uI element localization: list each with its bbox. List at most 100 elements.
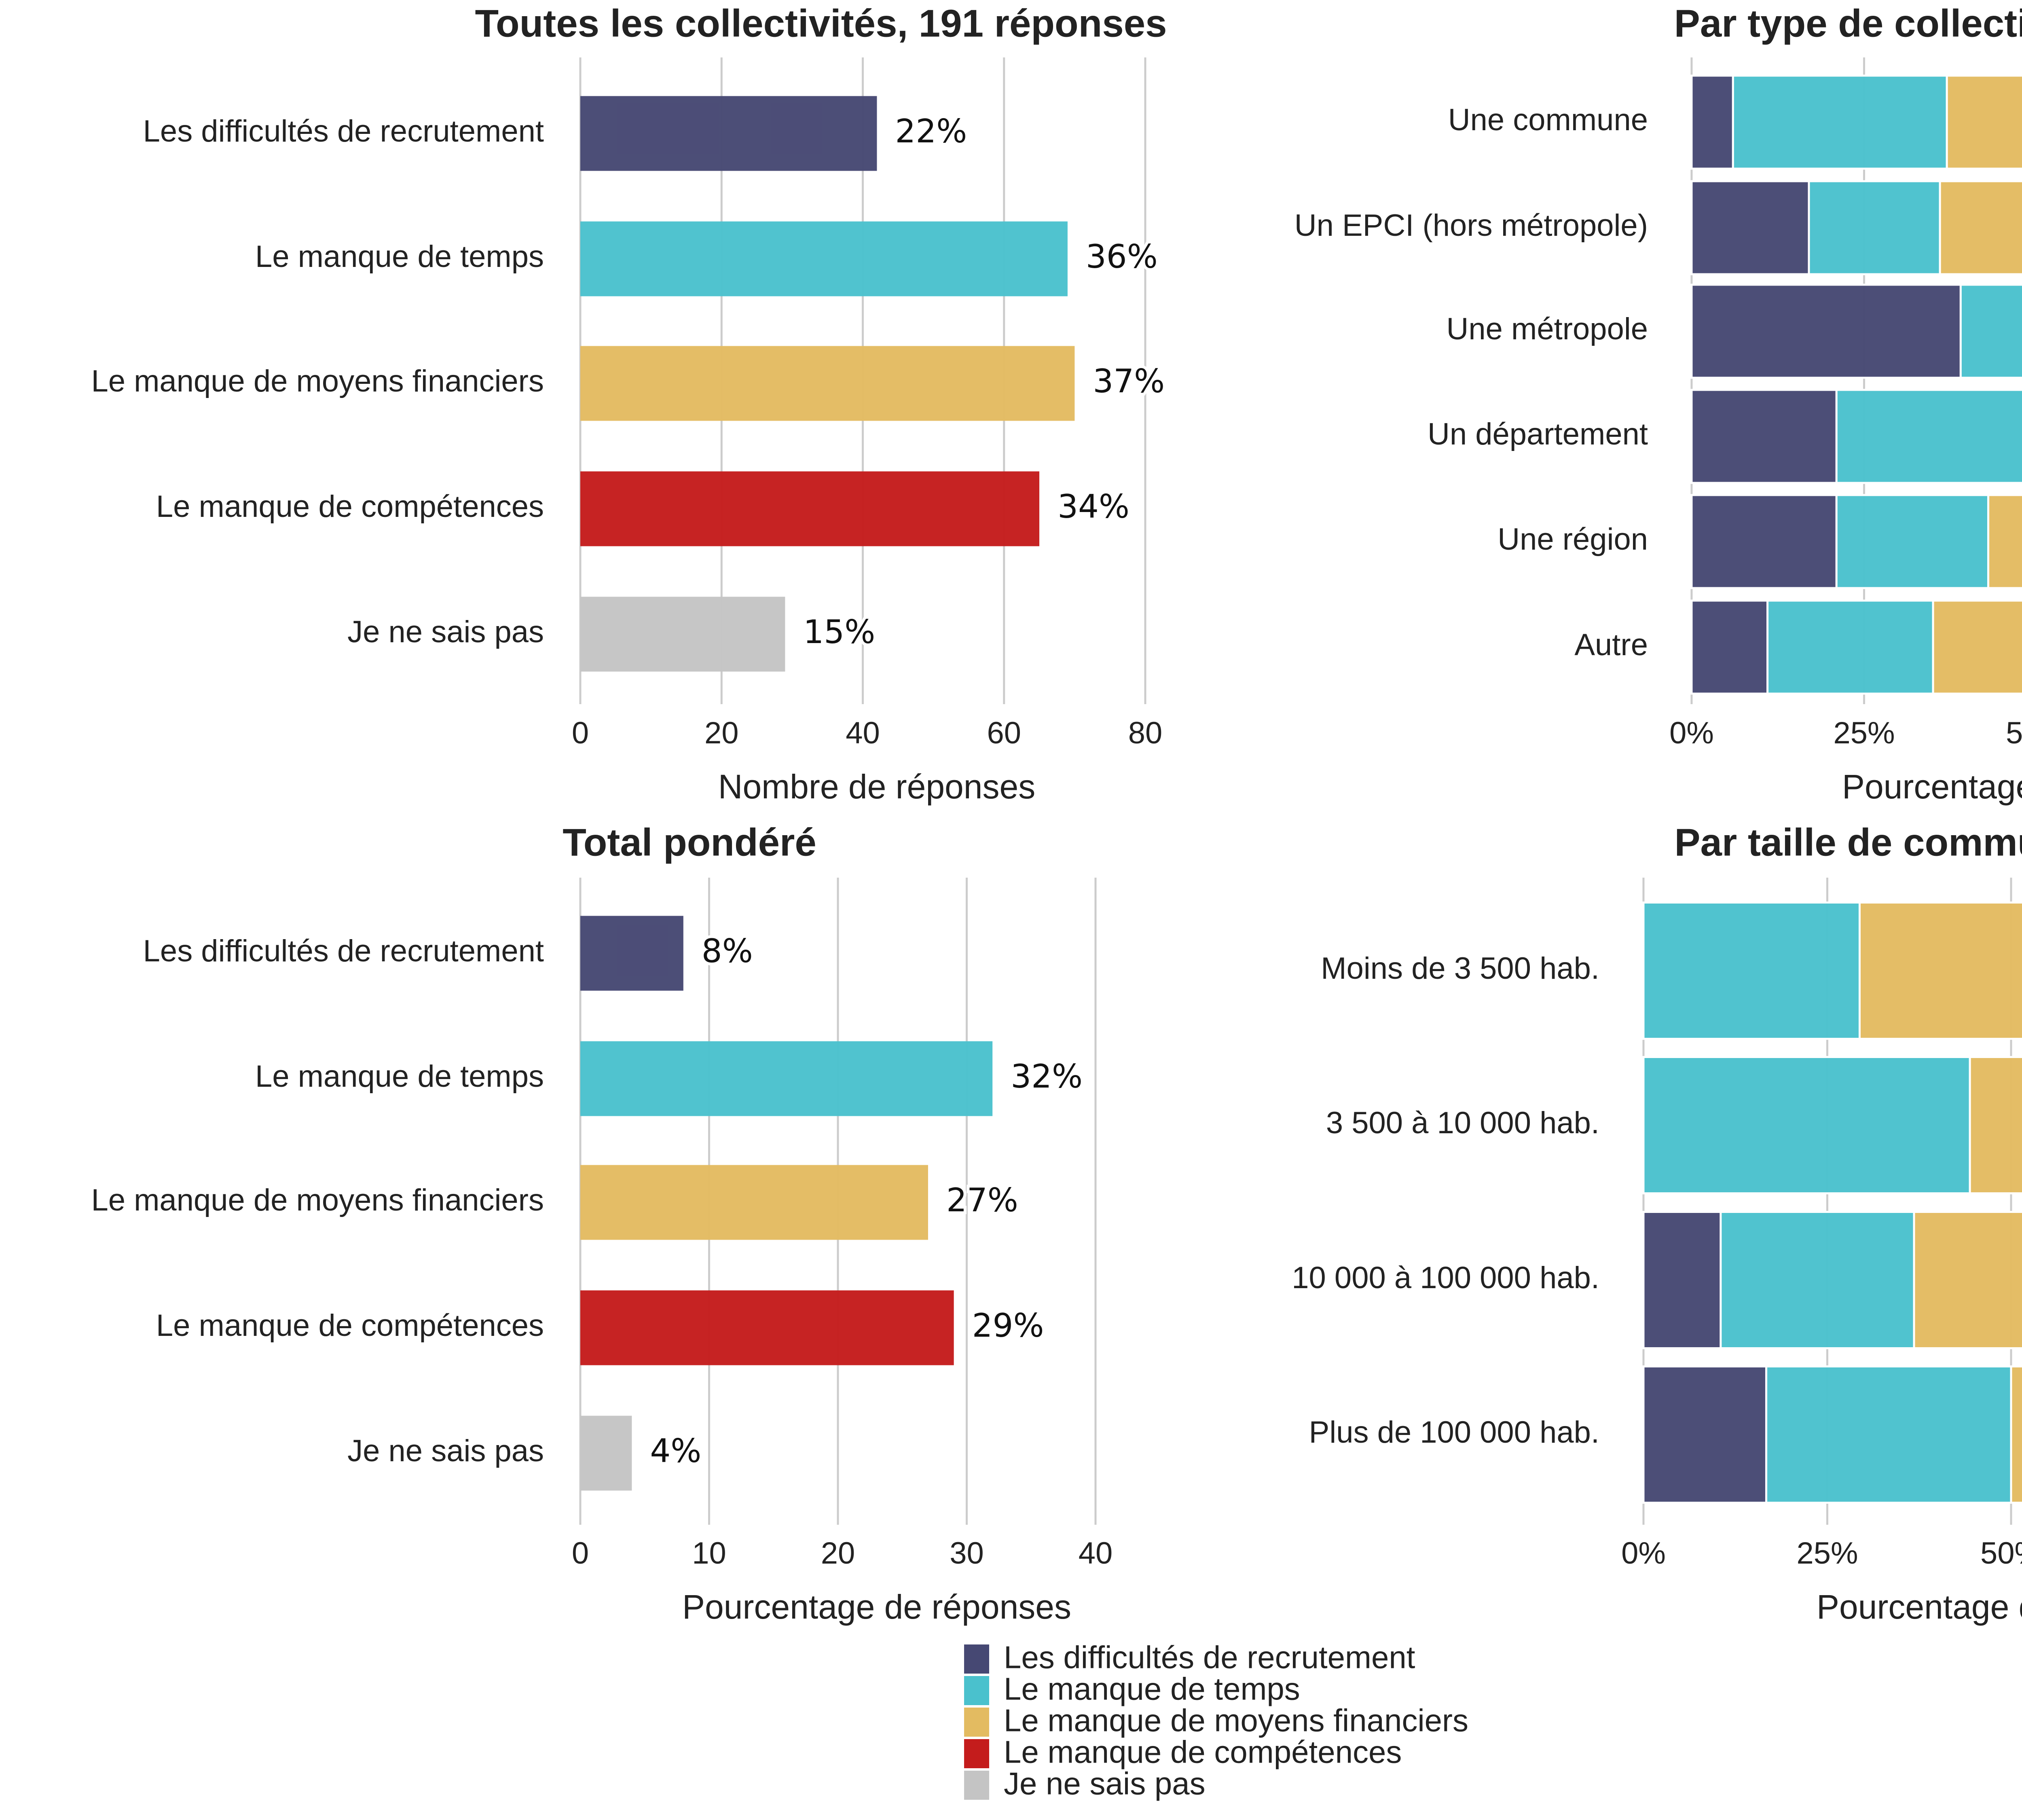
category-label: Un département [1428,417,1648,451]
x-tick-label: 50% [2006,716,2022,750]
bar-segment-financiers [1858,902,2022,1040]
bar-segment-temps [1766,599,1934,695]
x-tick-label: 10 [692,1536,726,1570]
x-tick-label: 80 [1128,716,1163,750]
category-label: Le manque de moyens financiers [91,364,544,398]
bar-temps [580,1041,993,1116]
category-label: Le manque de compétences [156,1308,544,1343]
chart-title: Par taille de commune [1674,821,2022,864]
bar-segment-temps [1835,389,2022,484]
data-label: 4% [650,1432,701,1470]
x-axis-title: Pourcentage de réponses [1817,1588,2022,1626]
x-tick-label: 0 [572,716,589,750]
legend-swatch [964,1644,989,1674]
bars [1690,74,2022,695]
bar-segment-financiers [1932,599,2022,695]
category-label: 10 000 à 100 000 hab. [1292,1261,1599,1295]
legend-label: Les difficultés de recrutement [1004,1640,1415,1675]
bar-nsp [580,1416,632,1491]
legend-label: Je ne sais pas [1004,1766,1206,1801]
x-axis-title: Nombre de réponses [718,768,1035,806]
chart-title: Total pondéré [563,821,816,864]
bar-segment-temps [1765,1365,2012,1504]
bar-financiers [580,1165,928,1240]
panel-toutes-les-collectivites: Toutes les collectivités, 191 réponses 0 2… [91,2,1168,806]
bar-segment-recrutement [1642,1365,1768,1504]
bar-segment-financiers [1939,180,2022,275]
bar-nsp [580,597,785,672]
bars [580,916,993,1491]
category-label: Les difficultés de recrutement [143,934,544,968]
chart-title: Toutes les collectivités, 191 réponses [475,2,1167,45]
bar-segment-temps [1835,494,1990,589]
bar-segment-recrutement [1690,284,1962,379]
x-tick-label: 0% [1669,716,1714,750]
bar-segment-temps [1720,1211,1915,1349]
bars [1642,902,2022,1504]
bar-segment-temps [1642,902,1861,1040]
legend-swatch [964,1771,989,1800]
legend-item-competences: Le manque de compétences [964,1734,1402,1770]
data-label: 37% [1093,362,1165,400]
data-label: 29% [972,1307,1044,1344]
legend-swatch [964,1708,989,1737]
category-label: Le manque de compétences [156,489,544,524]
legend-item-financiers: Le manque de moyens financiers [964,1703,1468,1738]
bar-segment-financiers [1987,494,2022,589]
chart-title: Par type de collectivité [1674,2,2022,45]
bar-temps [580,221,1068,296]
legend-swatch [964,1676,989,1705]
category-label: Le manque de temps [255,239,544,274]
x-tick-label: 30 [950,1536,984,1570]
legend-label: Le manque de moyens financiers [1004,1703,1468,1738]
x-tick-label: 25% [1796,1536,1858,1570]
bar-segment-recrutement [1690,599,1769,695]
legend-label: Le manque de compétences [1004,1734,1402,1770]
bar-segment-recrutement [1690,74,1734,170]
data-label: 8% [702,932,753,970]
x-tick-label: 25% [1833,716,1895,750]
bar-competences [580,471,1040,546]
category-label: Je ne sais pas [347,1434,544,1468]
x-tick-label: 20 [821,1536,855,1570]
bar-segment-temps [1959,284,2022,379]
bar-segment-recrutement [1642,1211,1722,1349]
x-tick-label: 40 [1079,1536,1113,1570]
data-label: 15% [803,613,875,651]
bar-segment-financiers [1913,1211,2022,1349]
bar-segment-financiers [2010,1365,2022,1504]
bar-recrutement [580,916,683,991]
category-label: Une région [1497,522,1648,557]
legend-item-temps: Le manque de temps [964,1671,1300,1707]
bar-segment-recrutement [1690,180,1810,275]
x-tick-label: 60 [987,716,1021,750]
category-label: Je ne sais pas [347,615,544,649]
category-label: Une commune [1448,103,1648,137]
x-tick-label: 20 [704,716,739,750]
bar-recrutement [580,96,877,171]
category-label: Autre [1574,628,1648,662]
category-label: Un EPCI (hors métropole) [1294,208,1648,243]
bar-financiers [580,346,1075,421]
x-tick-label: 40 [846,716,880,750]
legend-item-nsp: Je ne sais pas [964,1766,1206,1801]
category-label: Une métropole [1447,312,1648,346]
bar-segment-financiers [1946,74,2022,170]
bar-segment-temps [1732,74,1948,170]
bar-segment-financiers [1969,1056,2022,1194]
category-label: 3 500 à 10 000 hab. [1326,1106,1599,1140]
data-label: 34% [1058,488,1129,525]
x-tick-label: 50% [1980,1536,2022,1570]
x-tick-label: 0% [1621,1536,1666,1570]
bar-segment-recrutement [1690,389,1838,484]
data-label: 22% [895,112,967,150]
panel-par-type-de-collectivite: Par type de collectivité0%25%50%75%100%P… [1294,2,2022,806]
category-label: Les difficultés de recrutement [143,114,544,148]
category-label: Plus de 100 000 hab. [1309,1415,1599,1450]
bar-segment-temps [1642,1056,1971,1194]
legend-label: Le manque de temps [1004,1671,1300,1707]
data-label: 27% [946,1181,1018,1219]
